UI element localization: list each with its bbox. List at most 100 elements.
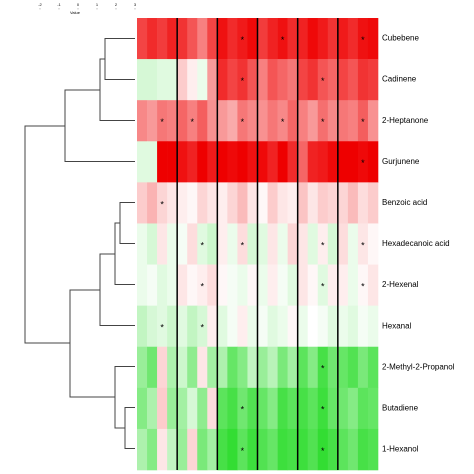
significance-star: * — [241, 405, 245, 415]
heatmap-cell — [347, 141, 359, 183]
heatmap-cell — [307, 100, 319, 142]
heatmap-cell — [247, 428, 258, 471]
heatmap-cell — [247, 141, 258, 183]
heatmap-cell — [307, 305, 319, 348]
heatmap-cell — [327, 305, 339, 348]
heatmap-cell — [167, 223, 178, 265]
heatmap-cell — [217, 346, 228, 389]
heatmap-cell — [137, 346, 148, 389]
heatmap-cell — [357, 182, 369, 224]
heatmap-cell — [307, 346, 319, 389]
heatmap-cell — [257, 182, 268, 224]
heatmap-cell — [297, 264, 309, 306]
heatmap-cell — [187, 346, 198, 389]
heatmap-cell — [197, 18, 208, 60]
row-dendrogram — [24, 38, 135, 449]
heatmap-cell — [347, 223, 359, 265]
significance-star: * — [281, 117, 285, 127]
heatmap-cell — [277, 346, 288, 389]
heatmap-cell — [157, 387, 168, 430]
row-label: Gurjunene — [382, 157, 420, 166]
heatmap-cell — [197, 182, 208, 224]
heatmap-cell — [217, 305, 228, 348]
heatmap-cell — [327, 18, 339, 60]
heatmap-cell — [327, 141, 339, 183]
heatmap-cell — [287, 264, 298, 306]
heatmap-cell — [177, 100, 188, 142]
heatmap-cell — [267, 18, 278, 60]
heatmap-cell — [217, 387, 228, 430]
significance-star: * — [361, 240, 365, 250]
heatmap-cell — [137, 182, 148, 224]
heatmap-cell — [287, 223, 298, 265]
heatmap-cell — [197, 264, 208, 306]
heatmap-cell — [317, 305, 329, 348]
heatmap-cell — [277, 59, 288, 101]
heatmap-cell — [307, 387, 319, 430]
heatmap-cell — [307, 264, 319, 306]
heatmap-cell — [317, 59, 329, 101]
heatmap-cell — [187, 428, 198, 471]
heatmap-cell — [237, 346, 248, 389]
heatmap-cell — [337, 100, 349, 142]
heatmap-cell — [207, 428, 218, 471]
heatmap-cell — [267, 223, 278, 265]
heatmap-cell — [317, 387, 329, 430]
heatmap-cell — [237, 387, 248, 430]
heatmap-cell — [217, 59, 228, 101]
heatmap-cell — [367, 223, 379, 265]
heatmap-cell — [177, 387, 188, 430]
colorbar-tick-label: -1 — [57, 2, 61, 7]
heatmap-cell — [147, 387, 158, 430]
significance-star: * — [321, 281, 325, 291]
heatmap-cell — [327, 182, 339, 224]
colorbar-tick-label: 1 — [96, 2, 99, 7]
heatmap-cell — [187, 387, 198, 430]
heatmap-cell — [367, 346, 379, 389]
heatmap-cell — [157, 305, 168, 348]
heatmap-cell — [137, 264, 148, 306]
heatmap-cell — [337, 59, 349, 101]
heatmap-cell — [257, 264, 268, 306]
heatmap-cell — [257, 387, 268, 430]
significance-star: * — [160, 199, 164, 209]
heatmap-cell — [317, 100, 329, 142]
heatmap-cell — [167, 100, 178, 142]
heatmap-cell — [247, 59, 258, 101]
heatmap-cell — [357, 387, 369, 430]
heatmap-cell — [227, 305, 238, 348]
colorbar-tick-label: 2 — [115, 2, 118, 7]
significance-star: * — [241, 240, 245, 250]
heatmap-cell — [157, 346, 168, 389]
heatmap-cell — [137, 59, 148, 101]
heatmap-cell — [137, 387, 148, 430]
heatmap-cell — [267, 264, 278, 306]
heatmap-cell — [297, 18, 309, 60]
heatmap-cell — [317, 223, 329, 265]
row-label: Cubebene — [382, 34, 419, 43]
heatmap-cell — [207, 141, 218, 183]
heatmap-cell — [307, 223, 319, 265]
heatmap-cell — [137, 18, 148, 60]
heatmap-cell — [147, 305, 158, 348]
heatmap-cell — [177, 305, 188, 348]
heatmap-cell — [217, 182, 228, 224]
heatmap-cell — [267, 100, 278, 142]
heatmap-cell — [287, 18, 298, 60]
significance-star: * — [201, 240, 205, 250]
heatmap-cell — [247, 305, 258, 348]
significance-star: * — [190, 117, 194, 127]
heatmap-cell — [187, 59, 198, 101]
heatmap-cell — [317, 182, 329, 224]
heatmap-cell — [297, 387, 309, 430]
heatmap-cell — [287, 182, 298, 224]
heatmap-cell — [307, 59, 319, 101]
heatmap-cell — [237, 305, 248, 348]
heatmap-cell — [227, 223, 238, 265]
row-label: 1-Hexanol — [382, 445, 419, 454]
heatmap-cell — [167, 182, 178, 224]
heatmap-cell — [337, 264, 349, 306]
heatmap-cell — [237, 428, 248, 471]
heatmap-cell — [357, 264, 369, 306]
